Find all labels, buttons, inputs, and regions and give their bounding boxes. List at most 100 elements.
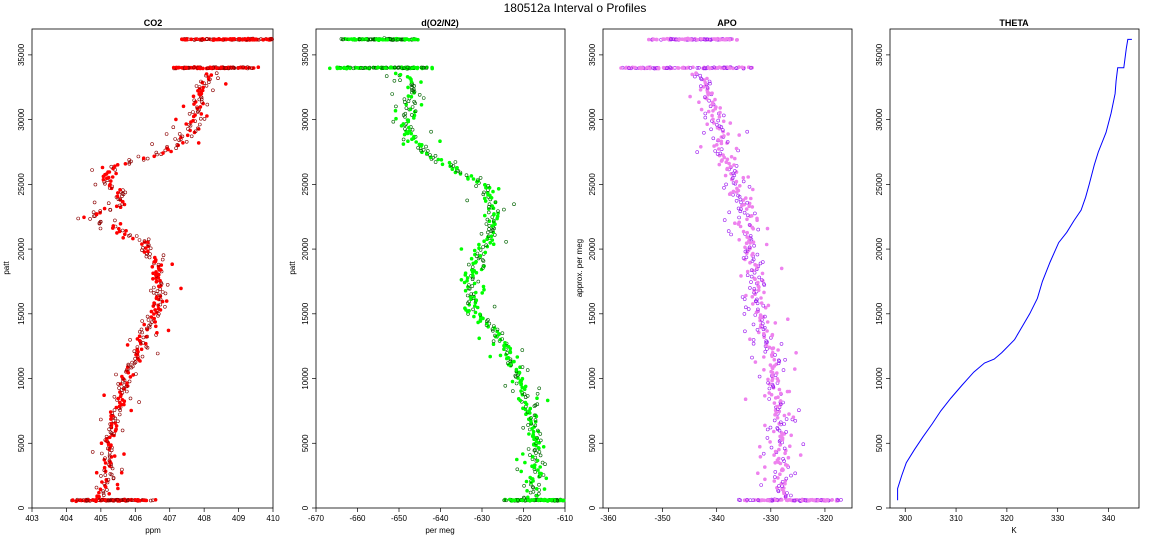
data-point xyxy=(537,450,542,454)
data-point xyxy=(101,177,106,182)
data-point xyxy=(116,191,120,195)
data-point xyxy=(498,337,503,342)
data-point xyxy=(741,229,746,234)
y-tick-label: 20000 xyxy=(875,237,884,260)
data-point xyxy=(714,105,718,109)
data-point xyxy=(533,423,538,428)
data-point xyxy=(714,143,719,147)
data-point xyxy=(748,196,753,201)
data-point xyxy=(102,393,106,398)
data-point xyxy=(527,432,531,436)
data-point xyxy=(475,305,480,310)
data-point xyxy=(403,111,408,116)
data-point xyxy=(141,156,146,160)
data-point xyxy=(746,175,751,179)
data-point xyxy=(725,140,730,144)
data-point xyxy=(520,376,525,381)
y-tick-label: 15000 xyxy=(301,302,310,325)
data-point xyxy=(776,456,781,461)
data-point xyxy=(184,37,189,42)
data-point xyxy=(122,452,126,456)
data-point xyxy=(166,328,171,333)
data-point xyxy=(140,248,144,252)
data-point xyxy=(749,274,754,279)
data-point xyxy=(699,37,704,41)
data-point xyxy=(394,116,398,121)
y-tick-label: 10000 xyxy=(301,367,310,390)
data-point xyxy=(103,181,107,186)
data-point xyxy=(469,268,474,272)
data-point xyxy=(759,278,764,282)
data-point xyxy=(714,37,719,42)
data-point xyxy=(756,498,761,503)
data-point xyxy=(535,402,540,407)
data-point xyxy=(800,498,805,503)
data-point xyxy=(132,361,137,366)
data-point xyxy=(158,278,162,283)
x-tick-label: -340 xyxy=(709,514,726,523)
data-point xyxy=(757,275,762,280)
data-point xyxy=(115,231,119,235)
data-point xyxy=(384,74,389,78)
data-point xyxy=(759,301,764,305)
data-point xyxy=(726,229,731,233)
y-tick-label: 25000 xyxy=(588,173,597,196)
data-point xyxy=(108,498,112,503)
data-point xyxy=(472,314,476,319)
data-point xyxy=(156,306,161,311)
data-point xyxy=(748,337,752,342)
data-point xyxy=(490,224,495,228)
data-point xyxy=(158,302,163,307)
data-point xyxy=(515,467,520,472)
data-point xyxy=(459,247,464,251)
data-point xyxy=(496,187,501,191)
data-point xyxy=(148,252,152,256)
data-point xyxy=(424,144,428,149)
data-point xyxy=(703,96,708,100)
data-point xyxy=(490,238,495,242)
data-point xyxy=(94,212,99,216)
data-point xyxy=(472,294,476,299)
data-point xyxy=(146,249,150,253)
data-point xyxy=(150,320,154,325)
data-point xyxy=(390,92,395,96)
data-point xyxy=(140,354,145,359)
data-point xyxy=(546,498,551,502)
data-point xyxy=(786,455,791,460)
data-point xyxy=(459,277,464,282)
data-point xyxy=(76,216,80,221)
data-point xyxy=(485,191,490,195)
data-point xyxy=(101,491,106,495)
data-point xyxy=(406,139,410,143)
data-point xyxy=(770,350,775,355)
data-point xyxy=(703,111,708,116)
data-point xyxy=(139,327,144,332)
data-point xyxy=(479,232,484,236)
data-point xyxy=(775,404,780,409)
data-point xyxy=(121,236,125,240)
data-point xyxy=(414,140,419,144)
data-point xyxy=(481,192,486,197)
data-point xyxy=(538,453,543,458)
data-point xyxy=(762,290,766,295)
data-point xyxy=(160,290,165,294)
data-point xyxy=(758,315,762,320)
data-point xyxy=(772,453,776,457)
y-tick-label: 35000 xyxy=(301,43,310,66)
data-point xyxy=(241,65,245,69)
data-point xyxy=(132,349,137,354)
data-point xyxy=(75,497,80,502)
data-point xyxy=(391,119,396,124)
data-point xyxy=(146,318,151,322)
data-point xyxy=(489,196,494,200)
data-point xyxy=(471,307,475,312)
data-point xyxy=(477,246,481,250)
data-point xyxy=(153,255,157,260)
data-point xyxy=(784,430,789,434)
data-point xyxy=(103,483,107,488)
y-tick-label: 15000 xyxy=(17,302,26,325)
data-point xyxy=(198,37,202,42)
data-point xyxy=(207,80,211,85)
data-point xyxy=(185,133,190,138)
data-point xyxy=(698,84,703,88)
